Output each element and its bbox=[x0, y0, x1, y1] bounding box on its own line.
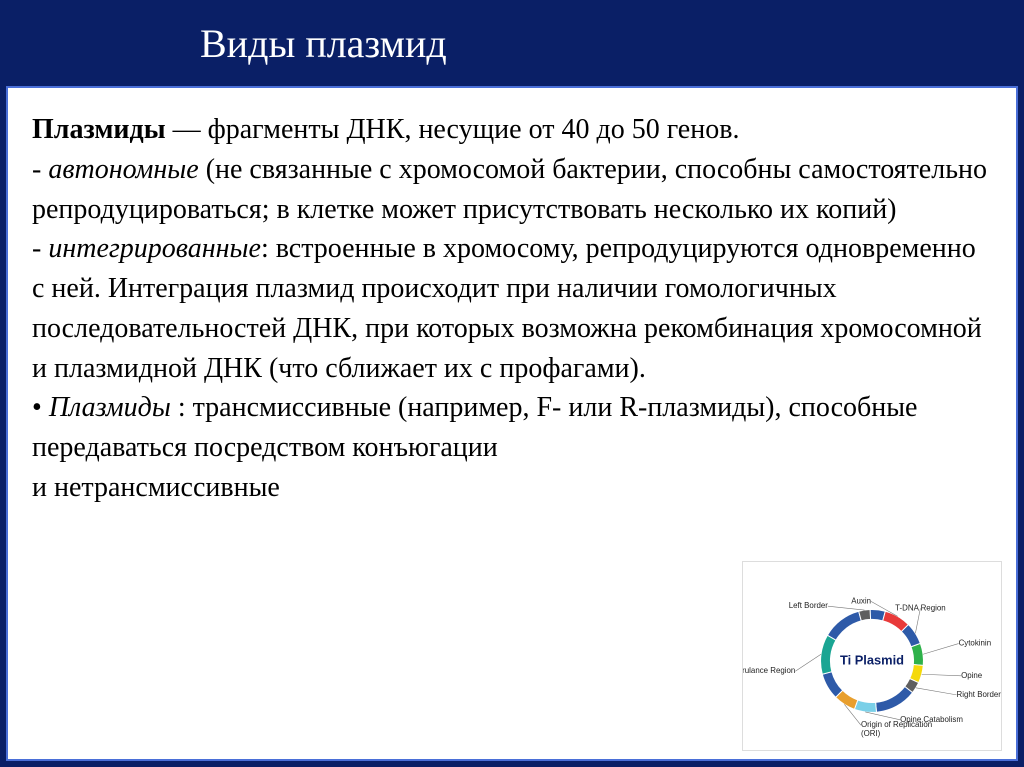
plasmid-segment bbox=[822, 672, 842, 698]
plasmid-segment-label: T-DNA Region bbox=[895, 603, 946, 612]
plasmid-leader bbox=[828, 606, 864, 610]
plasmid-segment bbox=[911, 643, 923, 665]
plasmid-segment-label: Origin of Replication(ORI) bbox=[861, 720, 932, 738]
p3-dash: - bbox=[32, 233, 48, 264]
term-autonomous: автономные bbox=[48, 154, 198, 185]
term-plasmidy2: Плазмиды bbox=[49, 392, 171, 423]
plasmid-segment-label: Opine bbox=[961, 671, 983, 680]
plasmid-segment-label: Auxin bbox=[851, 596, 871, 605]
plasmid-segment-label: Virulance Region bbox=[743, 666, 795, 675]
plasmid-leader bbox=[865, 712, 900, 720]
term-integrated: интегрированные bbox=[48, 233, 261, 264]
plasmid-segment bbox=[854, 700, 876, 712]
plasmid-segment-label: Right Border bbox=[957, 690, 1001, 699]
slide-title: Виды плазмид bbox=[200, 20, 447, 67]
plasmid-segment bbox=[827, 611, 861, 640]
plasmid-segment bbox=[859, 610, 871, 621]
body-text: Плазмиды — фрагменты ДНК, несущие от 40 … bbox=[32, 110, 992, 508]
plasmid-segment-label: Cytokinin bbox=[959, 639, 992, 648]
plasmid-segment-label: Left Border bbox=[789, 601, 828, 610]
plasmid-leader bbox=[916, 688, 957, 695]
plasmid-center-label: Ti Plasmid bbox=[840, 652, 904, 667]
plasmid-leader bbox=[795, 654, 821, 671]
term-plasmidy: Плазмиды bbox=[32, 114, 166, 145]
slide-header: Виды плазмид bbox=[0, 0, 1024, 86]
p2-dash: - bbox=[32, 154, 48, 185]
plasmid-segment bbox=[821, 635, 836, 674]
p5: и нетрансмиссивные bbox=[32, 472, 280, 503]
p1-rest: — фрагменты ДНК, несущие от 40 до 50 ген… bbox=[166, 114, 740, 145]
plasmid-leader bbox=[923, 644, 959, 655]
p4-bullet: • bbox=[32, 392, 49, 423]
content-box: Плазмиды — фрагменты ДНК, несущие от 40 … bbox=[6, 86, 1018, 761]
plasmid-figure: CytokininOpineRight BorderOpine Cataboli… bbox=[742, 561, 1002, 751]
plasmid-svg: CytokininOpineRight BorderOpine Cataboli… bbox=[743, 562, 1001, 750]
plasmid-segment bbox=[876, 687, 913, 713]
plasmid-leader bbox=[922, 674, 961, 676]
